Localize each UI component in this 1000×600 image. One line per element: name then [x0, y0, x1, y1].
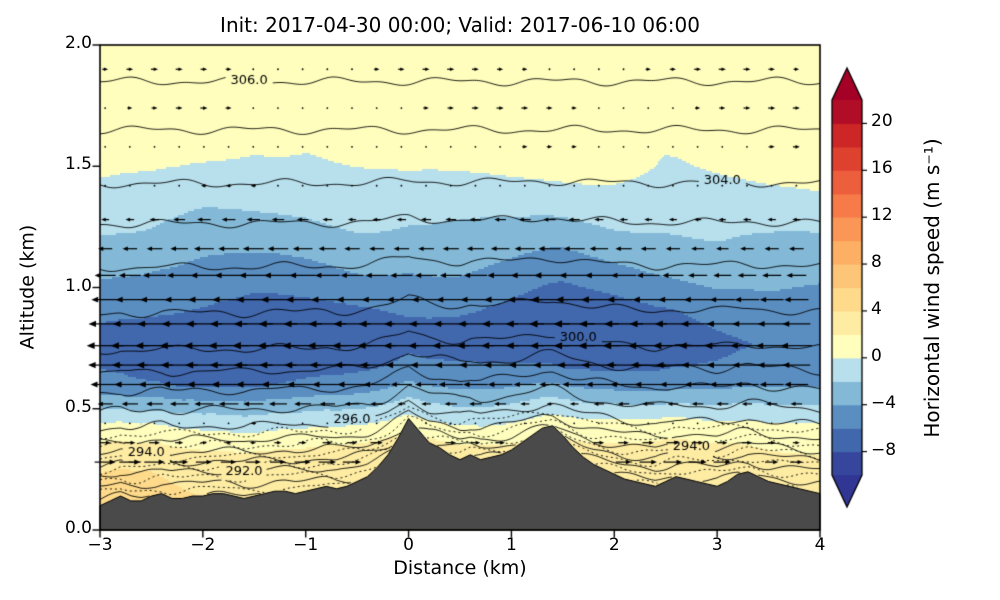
y-axis-label: Altitude (km) — [16, 224, 39, 350]
y-tick-label: 0.5 — [64, 396, 92, 417]
colorbar-tick-label: 4 — [871, 298, 882, 319]
colorbar-tick-label: −4 — [871, 392, 897, 413]
colorbar-tick-label: 0 — [871, 345, 882, 366]
colorbar-tick-label: 20 — [871, 111, 893, 132]
x-tick-label: −1 — [293, 535, 319, 555]
colorbar-label: Horizontal wind speed (m s⁻¹) — [920, 138, 944, 438]
colorbar-tick-label: 16 — [871, 158, 893, 179]
y-tick-label: 1.5 — [64, 154, 92, 175]
chart-title: Init: 2017-04-30 00:00; Valid: 2017-06-1… — [220, 13, 700, 37]
y-tick-label: 1.0 — [64, 275, 92, 296]
x-tick-label: 4 — [814, 535, 826, 555]
x-tick-label: 3 — [711, 535, 723, 555]
colorbar-tick-label: −8 — [871, 439, 897, 460]
x-tick-label: −3 — [87, 535, 113, 555]
colorbar-tick-label: 12 — [871, 205, 893, 226]
x-axis-label: Distance (km) — [393, 557, 527, 579]
colorbar-tick-label: 8 — [871, 252, 882, 273]
y-tick-label: 2.0 — [64, 33, 92, 53]
y-tick-label: 0.0 — [64, 518, 92, 538]
x-tick-label: 0 — [403, 535, 414, 555]
x-tick-label: 2 — [608, 535, 620, 555]
x-tick-label: 1 — [506, 535, 517, 555]
x-tick-label: −2 — [190, 535, 216, 555]
